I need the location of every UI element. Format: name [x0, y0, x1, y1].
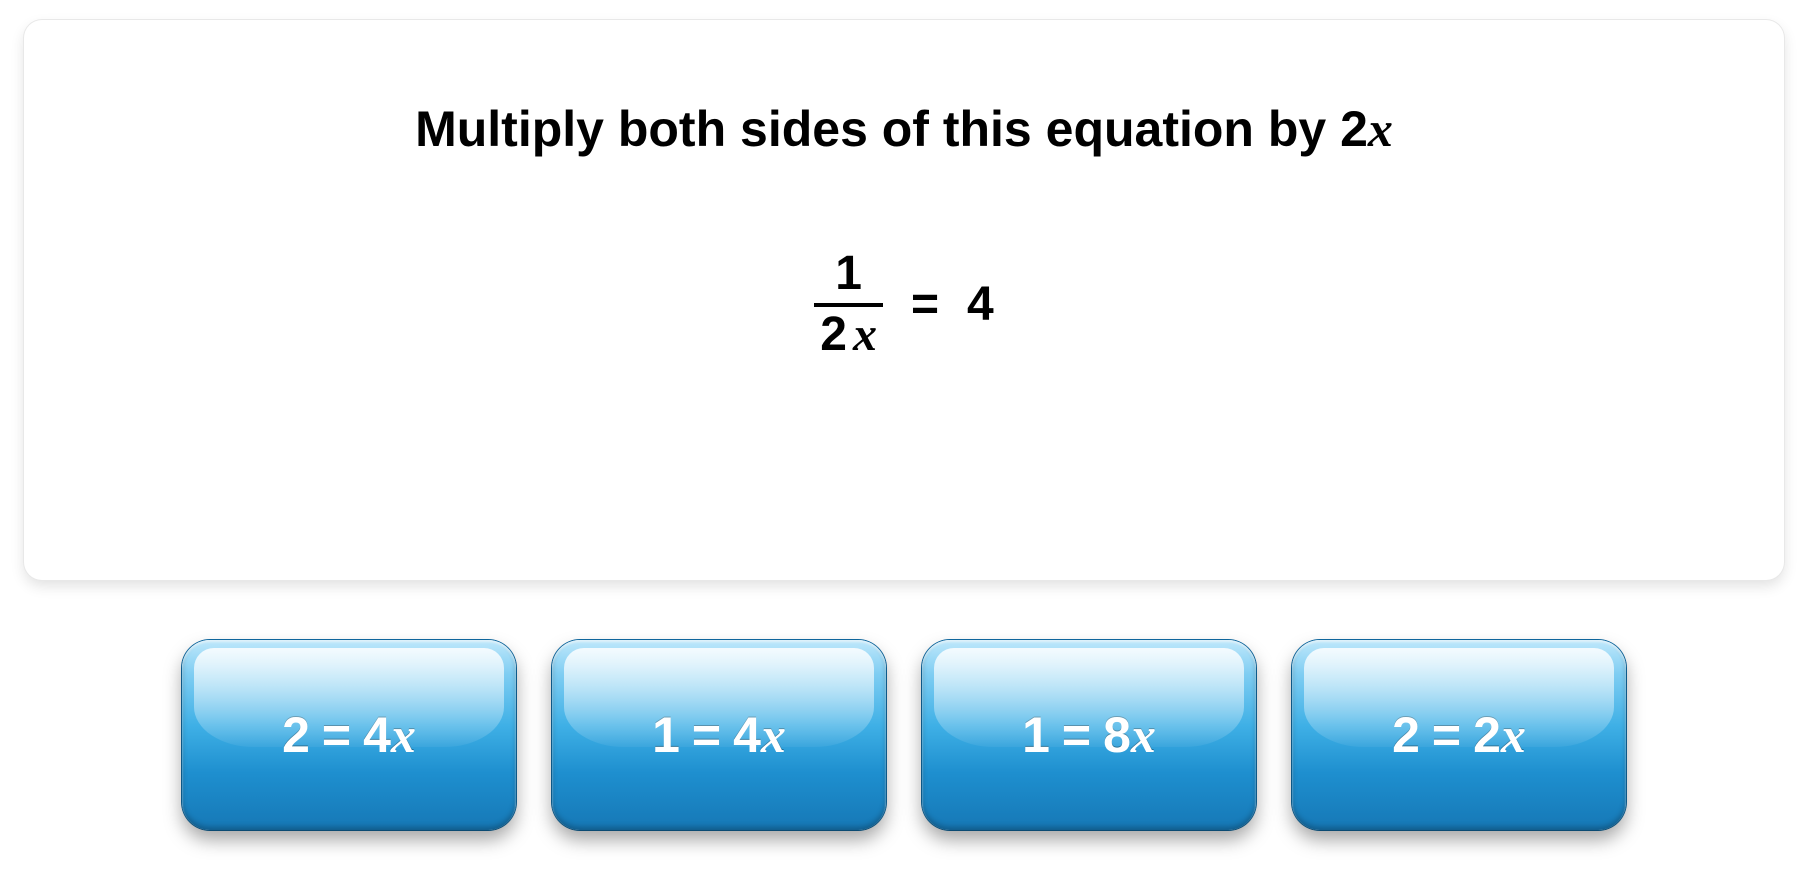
fraction-numerator: 1	[829, 248, 868, 303]
answer-lhs: 2	[282, 706, 310, 764]
answer-equals: =	[1062, 706, 1091, 764]
answer-option-4[interactable]: 2 = 2x	[1292, 640, 1626, 830]
answer-lhs: 1	[1022, 706, 1050, 764]
question-card: Multiply both sides of this equation by …	[24, 20, 1784, 580]
answer-expression: 2 = 4x	[282, 706, 416, 764]
denominator-coefficient: 2	[820, 309, 847, 362]
answer-expression: 1 = 4x	[652, 706, 786, 764]
answer-rhs: 4x	[363, 706, 416, 764]
prompt-prefix: Multiply both sides of this equation by …	[415, 101, 1368, 157]
answer-rhs: 4x	[733, 706, 786, 764]
answer-equals: =	[692, 706, 721, 764]
answer-equals: =	[322, 706, 351, 764]
prompt-variable: x	[1368, 101, 1393, 157]
equation: 1 2 x = 4	[814, 248, 993, 362]
answers-row: 2 = 4x 1 = 4x 1 = 8x 2 = 2x	[20, 640, 1788, 830]
answer-rhs: 2x	[1473, 706, 1526, 764]
answer-lhs: 2	[1392, 706, 1420, 764]
answer-equals: =	[1432, 706, 1461, 764]
answer-option-3[interactable]: 1 = 8x	[922, 640, 1256, 830]
fraction-denominator: 2 x	[814, 307, 883, 362]
answer-expression: 1 = 8x	[1022, 706, 1156, 764]
prompt-text: Multiply both sides of this equation by …	[84, 100, 1724, 158]
answer-option-2[interactable]: 1 = 4x	[552, 640, 886, 830]
answer-lhs: 1	[652, 706, 680, 764]
denominator-variable: x	[853, 309, 877, 362]
equals-sign: =	[911, 277, 939, 332]
answer-rhs: 8x	[1103, 706, 1156, 764]
answer-expression: 2 = 2x	[1392, 706, 1526, 764]
equation-fraction: 1 2 x	[814, 248, 883, 362]
answer-option-1[interactable]: 2 = 4x	[182, 640, 516, 830]
equation-rhs: 4	[967, 277, 994, 332]
